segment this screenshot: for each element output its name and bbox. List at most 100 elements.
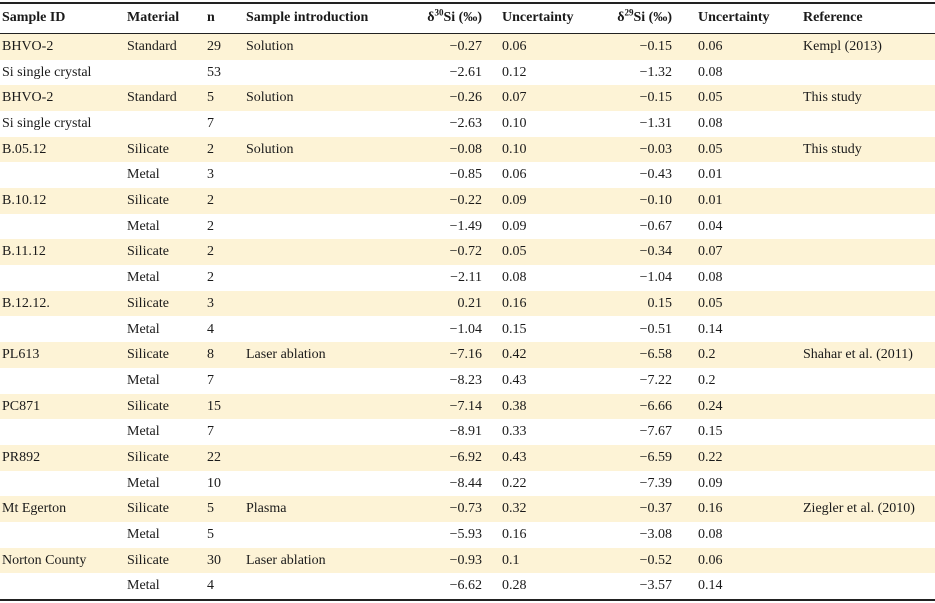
uncertainty29: 0.08	[698, 116, 723, 132]
table-row: B.05.12 Silicate 2 Solution −0.08 0.10 −0.03 0.…	[0, 136, 935, 163]
material: Silicate	[127, 193, 169, 209]
uncertainty29: 0.14	[698, 578, 723, 594]
header-part: δ	[617, 10, 625, 25]
material: Silicate	[127, 141, 169, 157]
sample-id: PR892	[2, 449, 41, 465]
header-row: Sample ID Material n Sample introduction δ30…	[0, 3, 935, 33]
uncertainty29: 0.14	[698, 321, 723, 337]
uncertainty29: 0.09	[698, 475, 723, 491]
material: Material	[127, 10, 180, 25]
uncertainty30: Uncertainty	[502, 10, 574, 25]
delta29: −0.15	[639, 39, 672, 54]
uncertainty30: 0.05	[502, 244, 527, 260]
n: 30	[207, 552, 221, 568]
delta30: −0.22	[449, 193, 482, 209]
uncertainty29: 0.08	[698, 270, 723, 286]
delta29: −1.32	[639, 64, 672, 80]
uncertainty30: 0.43	[502, 372, 527, 388]
delta29: −6.59	[639, 449, 672, 465]
n: 10	[207, 475, 221, 491]
header-part: 30	[434, 7, 444, 18]
delta29: −0.15	[639, 90, 672, 106]
material: Metal	[127, 424, 160, 440]
uncertainty30: 0.38	[502, 398, 527, 414]
table-row: Metal 10 −8.44 0.22 −7.39 0.09	[0, 471, 935, 497]
sample-id: B.10.12	[2, 193, 47, 209]
n: 5	[207, 501, 214, 517]
uncertainty30: 0.16	[502, 295, 527, 311]
sample-id: Si single crystal	[2, 116, 92, 132]
top-rule	[0, 2, 935, 4]
material: Standard	[127, 90, 177, 106]
n: 2	[207, 218, 214, 234]
table-row: B.10.12 Silicate 2 −0.22 0.09 −0.10 0.01	[0, 188, 935, 214]
uncertainty29: 0.05	[698, 141, 723, 157]
material: Silicate	[127, 552, 169, 568]
uncertainty30: 0.43	[502, 449, 527, 465]
table-row: PC871 Silicate 15 −7.14 0.38 −6.66 0.24	[0, 393, 935, 420]
uncertainty30: 0.33	[502, 424, 527, 440]
uncertainty30: 0.28	[502, 578, 527, 594]
sample-introduction: Laser ablation	[246, 552, 326, 568]
uncertainty30: 0.08	[502, 270, 527, 286]
n: 22	[207, 449, 221, 465]
table-row: Metal 7 −8.23 0.43 −7.22 0.2	[0, 368, 935, 394]
header-rule	[0, 33, 935, 34]
header-part: Si (‰)	[633, 10, 673, 25]
table-row: Metal 2 −1.49 0.09 −0.67 0.04	[0, 214, 935, 240]
sample-id: B.12.12.	[2, 295, 50, 311]
n: 2	[207, 244, 214, 260]
n: 15	[207, 398, 221, 414]
delta30: δ30Si (‰)	[400, 3, 482, 33]
uncertainty29: 0.08	[698, 64, 723, 80]
uncertainty30: 0.07	[502, 90, 527, 106]
delta30: −0.27	[449, 39, 482, 54]
delta30: −8.44	[449, 475, 482, 491]
n: 7	[207, 424, 214, 440]
n: 53	[207, 64, 221, 80]
uncertainty29: 0.22	[698, 449, 723, 465]
delta29: −0.43	[639, 167, 672, 183]
delta29: −1.04	[639, 270, 672, 286]
delta29: −7.22	[639, 372, 672, 388]
sample-id: Norton County	[2, 552, 87, 568]
header-part: δ	[427, 10, 435, 25]
material: Silicate	[127, 449, 169, 465]
n: 5	[207, 526, 214, 542]
delta30: −1.49	[449, 218, 482, 234]
uncertainty30: 0.10	[502, 141, 527, 157]
uncertainty30: 0.12	[502, 64, 527, 80]
table-row: Metal 5 −5.93 0.16 −3.08 0.08	[0, 522, 935, 548]
sample-id: B.05.12	[2, 141, 47, 157]
uncertainty30: 0.09	[502, 193, 527, 209]
table-row: Metal 2 −2.11 0.08 −1.04 0.08	[0, 265, 935, 291]
uncertainty30: 0.42	[502, 347, 527, 363]
delta30: −6.92	[449, 449, 482, 465]
delta30: −8.23	[449, 372, 482, 388]
uncertainty29: 0.16	[698, 501, 723, 517]
delta29: −0.34	[639, 244, 672, 260]
table-row: Norton County Silicate 30 Laser ablation −0.…	[0, 547, 935, 574]
delta30: −8.91	[449, 424, 482, 440]
delta29: −0.52	[639, 552, 672, 568]
n: 2	[207, 270, 214, 286]
delta29: δ29Si (‰)	[592, 3, 672, 33]
delta29: −6.66	[639, 398, 672, 414]
uncertainty30: 0.22	[502, 475, 527, 491]
uncertainty29: 0.05	[698, 295, 723, 311]
delta29: −3.08	[639, 526, 672, 542]
delta29: −0.51	[639, 321, 672, 337]
sample-introduction: Solution	[246, 141, 294, 157]
table-row: Metal 7 −8.91 0.33 −7.67 0.15	[0, 419, 935, 445]
uncertainty30: 0.06	[502, 167, 527, 183]
table-row: PL613 Silicate 8 Laser ablation −7.16 0.42 −6.…	[0, 342, 935, 368]
material: Silicate	[127, 295, 169, 311]
material: Metal	[127, 321, 160, 337]
n: 2	[207, 141, 214, 157]
delta30: −7.16	[449, 347, 482, 363]
sample-id: BHVO-2	[2, 39, 54, 54]
n: 4	[207, 321, 214, 337]
uncertainty29: 0.24	[698, 398, 723, 414]
delta29: −0.67	[639, 218, 672, 234]
uncertainty29: Uncertainty	[698, 10, 770, 25]
